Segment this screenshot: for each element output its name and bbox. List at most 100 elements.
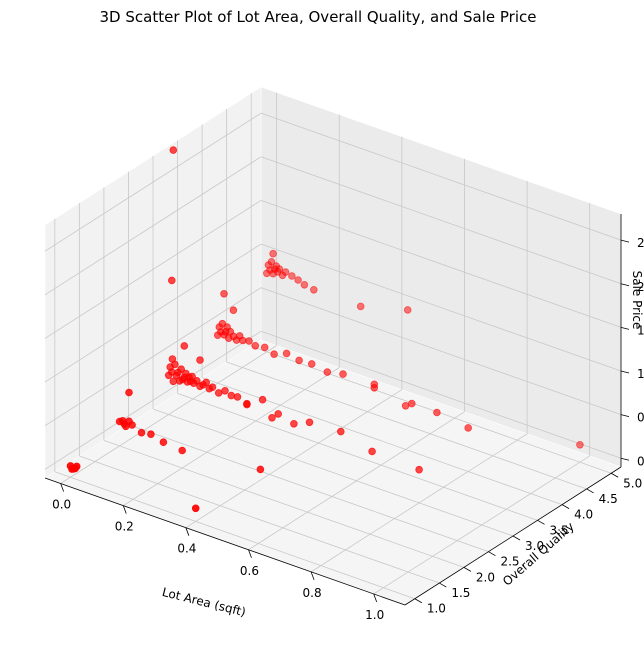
x-tick-label: 0.6: [240, 564, 259, 578]
data-point: [159, 438, 168, 447]
x-tick-label: 0.2: [115, 520, 134, 534]
z-tick-mark: [620, 457, 630, 461]
grid-line-z: [44, 200, 262, 339]
x-tick-mark: [185, 527, 190, 536]
data-point: [229, 306, 238, 315]
data-point: [336, 427, 345, 436]
z-tick-label: 1.0: [637, 367, 644, 381]
data-point: [356, 302, 365, 311]
grid-lines: [44, 92, 622, 600]
grid-line-z: [260, 156, 622, 285]
grid-line-y: [152, 408, 514, 537]
chart-title: 3D Scatter Plot of Lot Area, Overall Qua…: [100, 8, 537, 26]
grid-line-z: [260, 200, 622, 328]
grid-line-y: [128, 424, 489, 553]
y-tick-mark: [537, 519, 545, 525]
y-tick-label: 1.0: [427, 602, 446, 616]
data-point: [191, 504, 200, 513]
data-point: [202, 378, 211, 387]
data-point: [295, 356, 303, 365]
y-tick-mark: [414, 598, 423, 604]
y-tick-mark: [610, 472, 619, 478]
z-tick-mark: [620, 327, 630, 330]
grid-line-z: [44, 287, 262, 426]
y-tick-label: 3.0: [525, 539, 544, 553]
data-point: [274, 410, 283, 418]
grid-line-z: [44, 112, 262, 252]
z-axis-label: Sale Price: [630, 271, 644, 330]
x-tick-mark: [248, 549, 252, 558]
data-points: [66, 146, 584, 513]
data-point: [177, 365, 186, 374]
data-point: [281, 268, 290, 276]
data-point: [245, 337, 253, 345]
data-point: [193, 376, 201, 385]
data-point: [171, 360, 179, 369]
data-point: [178, 446, 187, 455]
data-point: [251, 341, 260, 350]
tick-labels: 0.0 0.2 0.4 0.6 0.8 1.0 1.0 1.5 2.0 2.5 3.0 3.5 4.0 4…: [52, 236, 644, 622]
y-tick-label: 5.0: [623, 476, 642, 490]
data-point: [147, 430, 155, 439]
x-tick-label: 1.0: [365, 608, 384, 622]
data-point: [233, 393, 242, 401]
data-point: [370, 380, 379, 389]
data-point: [227, 391, 236, 400]
data-point: [270, 350, 278, 359]
grid-line-y: [103, 439, 465, 568]
grid-line-z: [44, 243, 262, 383]
grid-line-z: [260, 287, 622, 416]
data-point: [305, 418, 314, 427]
x-tick-mark: [122, 505, 127, 514]
data-point: [180, 342, 189, 350]
y-tick-mark: [512, 535, 521, 541]
x-axis-line: [44, 477, 406, 606]
y-tick-mark: [561, 504, 570, 509]
grid-line-y: [177, 392, 538, 521]
data-point: [196, 356, 204, 364]
data-point: [260, 343, 269, 352]
data-point: [214, 389, 223, 397]
data-point: [168, 276, 176, 285]
data-point: [239, 336, 247, 345]
data-point: [268, 413, 276, 422]
data-point: [415, 465, 423, 474]
x-tick-mark: [310, 571, 315, 581]
z-tick-label: 2.5: [637, 236, 644, 250]
z-tick-mark: [620, 283, 630, 287]
data-point: [269, 249, 277, 258]
data-point: [72, 462, 81, 471]
y-tick-label: 1.5: [451, 586, 470, 600]
data-point: [368, 447, 376, 456]
z-tick-label: 2.0: [637, 280, 644, 294]
data-point: [221, 386, 229, 395]
y-tick-mark: [439, 582, 447, 588]
data-point: [267, 257, 276, 266]
data-point: [208, 383, 217, 392]
x-tick-mark: [60, 483, 65, 492]
grid-line-z: [44, 330, 262, 470]
z-tick-mark: [620, 370, 630, 374]
data-point: [307, 360, 316, 368]
data-point: [220, 289, 228, 298]
data-point: [128, 421, 136, 429]
grid-line-z: [44, 156, 262, 296]
grid-line-y: [54, 471, 415, 600]
data-point: [275, 265, 284, 273]
x-tick-label: 0.4: [177, 542, 196, 556]
z-tick-mark: [620, 414, 630, 418]
grid-line-z: [260, 330, 622, 459]
x-axis-label: Lot Area (sqft): [161, 585, 248, 619]
x-tick-mark: [373, 593, 378, 603]
x-tick-label: 0.0: [52, 498, 71, 512]
z-tick-label: 1.5: [637, 323, 644, 337]
data-point: [288, 272, 296, 280]
data-point: [576, 440, 584, 449]
data-point: [323, 368, 332, 376]
data-point: [290, 419, 298, 428]
data-point: [282, 349, 291, 358]
data-point: [137, 428, 146, 437]
grid-line-y: [226, 361, 587, 490]
data-point: [256, 465, 265, 474]
